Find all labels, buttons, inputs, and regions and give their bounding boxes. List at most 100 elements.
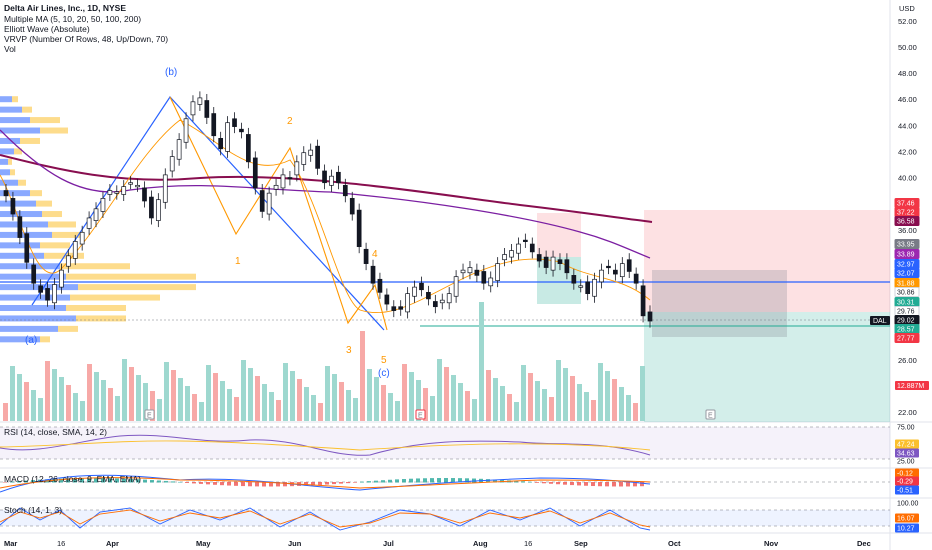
stoch-legend[interactable]: Stoch (14, 1, 3) [4,505,63,515]
candle-up [100,198,106,212]
candle-up [495,263,501,281]
profile-row-up [0,242,40,249]
volume-bar [458,383,463,421]
candle-down [246,134,251,163]
macd-bar [619,482,623,487]
rsi-tag-label: 25.00 [897,459,915,466]
macd-bar [535,482,539,483]
profile-row-up [0,148,14,155]
rsi-tag [895,439,919,449]
profile-row-down [66,273,196,280]
volume-bar [185,386,190,421]
candle-down [419,282,424,291]
volume-bar [290,371,295,421]
volume-bar [367,369,372,421]
macd-bar [3,482,7,483]
indicator-volume-legend[interactable]: Vol [4,44,16,54]
candle-up [405,293,410,313]
candles-series [3,91,653,328]
stoch-tag [895,513,919,523]
macd-bar [458,478,462,483]
candle-up [121,186,127,195]
volume-bar [486,370,491,421]
macd-bar [325,482,329,485]
volume-bar [304,387,309,421]
rsi-band [0,427,890,459]
volume-bar [633,403,638,421]
indicator-vrvp-legend[interactable]: VRVP (Number Of Rows, 48, Up/Down, 70) [4,34,169,44]
profile-row-up [0,325,58,332]
candle-up [135,184,140,188]
macd-legend[interactable]: MACD (12, 26, close, 9, EMA, EMA) [4,474,141,484]
candle-down [564,259,570,274]
volume-bar [444,367,449,421]
macd-bar [640,482,644,487]
macd-bar [241,482,245,487]
macd-bar [206,482,210,485]
candle-up [329,175,334,186]
profile-row-up [0,305,66,311]
volume-bar [619,387,624,421]
volume-bar [59,377,64,421]
candle-up [266,192,272,215]
price-axis-tick: 40.00 [898,174,917,183]
candle-down [613,269,618,275]
volume-bar [577,384,582,421]
stoch-tag [895,523,919,533]
price-tag-label: 29.02 [897,318,915,325]
candle-down [633,273,639,284]
profile-row-down [10,169,15,176]
candle-up [516,243,521,254]
rsi-legend[interactable]: RSI (14, close, SMA, 14, 2) [4,427,107,437]
price-axis-tick: 46.00 [898,95,917,104]
indicator-elliott-legend[interactable]: Elliott Wave (Absolute) [4,24,90,34]
volume-bar [612,379,617,421]
candle-up [59,269,64,288]
time-axis-tick: Aug [473,539,488,548]
candle-up [446,293,452,304]
price-tag-label: 28.57 [897,327,915,334]
price-tag-label: 37.22 [897,210,915,217]
volume-bar [507,394,512,421]
candle-up [114,191,120,194]
candle-down [363,248,369,264]
macd-bar [563,482,567,485]
candle-down [211,113,217,137]
candle-up [79,231,85,245]
candle-up [225,122,230,152]
profile-row-up [0,158,8,165]
macd-bar [80,478,84,483]
candle-up [308,149,314,156]
volume-bar [514,402,519,421]
volume-bar [87,364,92,421]
candle-down [342,184,348,197]
volume-bar [94,372,99,421]
macd-bar [346,482,350,484]
volume-bar [108,388,113,421]
volume-bar [570,376,575,421]
volume-bar [241,360,246,421]
price-tag [894,249,920,259]
volume-bar [17,374,22,421]
volume-bar [626,395,631,421]
profile-row-up [0,263,60,270]
macd-bar [248,482,252,487]
candle-down [391,306,397,311]
profile-row-down [36,200,52,207]
volume-bar [437,359,442,421]
price-tag [894,268,920,278]
time-axis-tick: 16 [524,539,532,548]
profile-row-down [70,294,160,301]
volume-bar [374,377,379,421]
candle-up [439,299,445,304]
volume-bar [262,384,267,421]
projection-box [652,270,787,337]
time-axis-tick: Nov [764,539,779,548]
macd-bar [591,482,595,487]
macd-bar [318,482,322,485]
macd-bar [367,481,371,483]
profile-row-up [0,190,30,197]
indicator-ma-legend[interactable]: Multiple MA (5, 10, 20, 50, 100, 200) [4,14,142,24]
candle-up [273,184,279,190]
